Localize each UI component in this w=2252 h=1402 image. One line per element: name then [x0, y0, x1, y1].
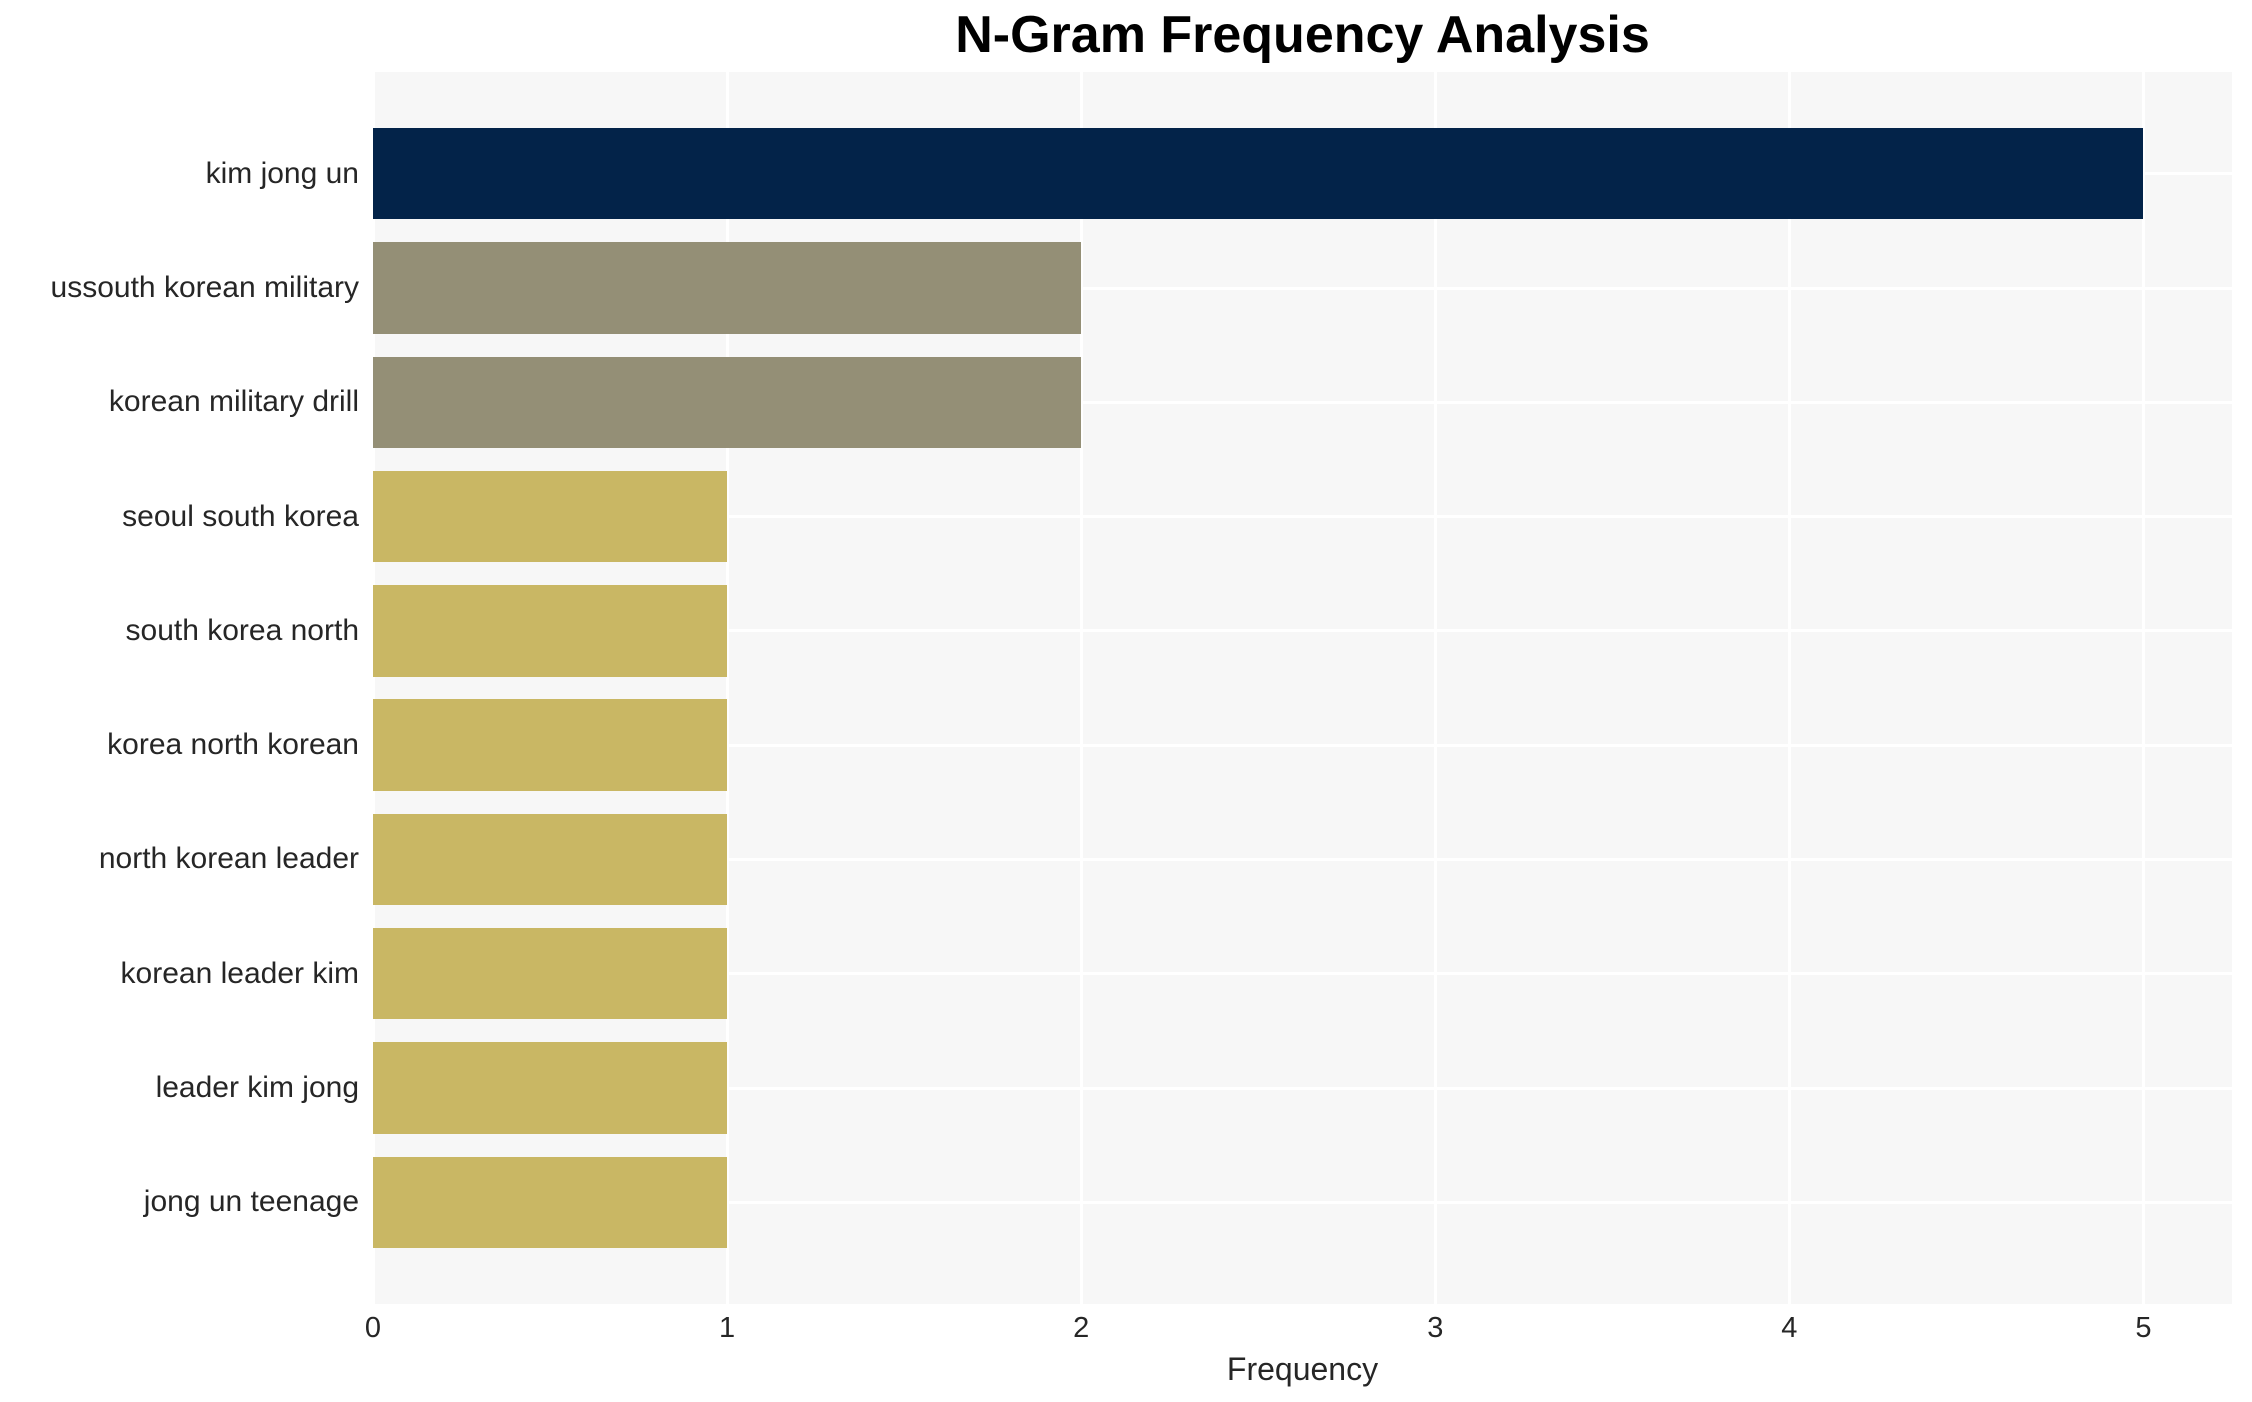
- bar-ussouth-korean-military: [373, 242, 1082, 334]
- bar-south-korea-north: [373, 585, 728, 677]
- gridline-x-4: [1787, 72, 1791, 1304]
- bar-korean-leader-kim: [373, 928, 728, 1020]
- gridline-y-5: [373, 743, 2232, 747]
- y-tick-label: north korean leader: [98, 842, 359, 876]
- y-tick-label: korean military drill: [108, 385, 359, 419]
- x-tick-label: 1: [719, 1312, 736, 1344]
- chart-title: N-Gram Frequency Analysis: [955, 6, 1650, 64]
- y-tick-label: south korea north: [125, 613, 359, 647]
- gridline-y-7: [373, 972, 2232, 976]
- plot-area: [371, 72, 2232, 1304]
- y-tick-label: jong un teenage: [143, 1185, 359, 1219]
- gridline-y-8: [373, 1086, 2232, 1090]
- x-tick-label: 5: [2135, 1312, 2152, 1344]
- bar-kim-jong-un: [373, 128, 2144, 220]
- gridline-y-3: [373, 515, 2232, 519]
- gridline-y-6: [373, 857, 2232, 861]
- gridline-y-2: [373, 400, 2232, 404]
- y-tick-label: korea north korean: [107, 728, 359, 762]
- x-tick-label: 4: [1781, 1312, 1798, 1344]
- x-tick-label: 3: [1427, 1312, 1444, 1344]
- gridline-x-0: [371, 72, 375, 1304]
- bar-north-korean-leader: [373, 813, 728, 906]
- gridline-y-9: [373, 1200, 2232, 1204]
- y-tick-label: seoul south korea: [122, 499, 359, 533]
- bar-leader-kim-jong: [373, 1042, 728, 1134]
- gridline-y-1: [373, 286, 2232, 290]
- y-tick-label: kim jong un: [205, 156, 359, 190]
- x-tick-label: 0: [364, 1312, 382, 1344]
- gridline-x-3: [1433, 72, 1437, 1304]
- bar-seoul-south-korea: [373, 470, 728, 563]
- gridline-x-5: [2141, 72, 2145, 1304]
- gridline-x-2: [1079, 72, 1083, 1304]
- y-tick-label: korean leader kim: [120, 956, 359, 990]
- bar-jong-un-teenage: [373, 1156, 728, 1248]
- bar-korea-north-korean: [373, 699, 728, 791]
- y-tick-label: ussouth korean military: [50, 271, 359, 304]
- gridline-x-1: [725, 72, 729, 1304]
- y-tick-label: leader kim jong: [155, 1071, 359, 1104]
- bar-korean-military-drill: [373, 356, 1082, 448]
- x-axis-label: Frequency: [1226, 1351, 1379, 1387]
- gridline-y-4: [373, 629, 2232, 633]
- x-tick-label: 2: [1073, 1312, 1090, 1344]
